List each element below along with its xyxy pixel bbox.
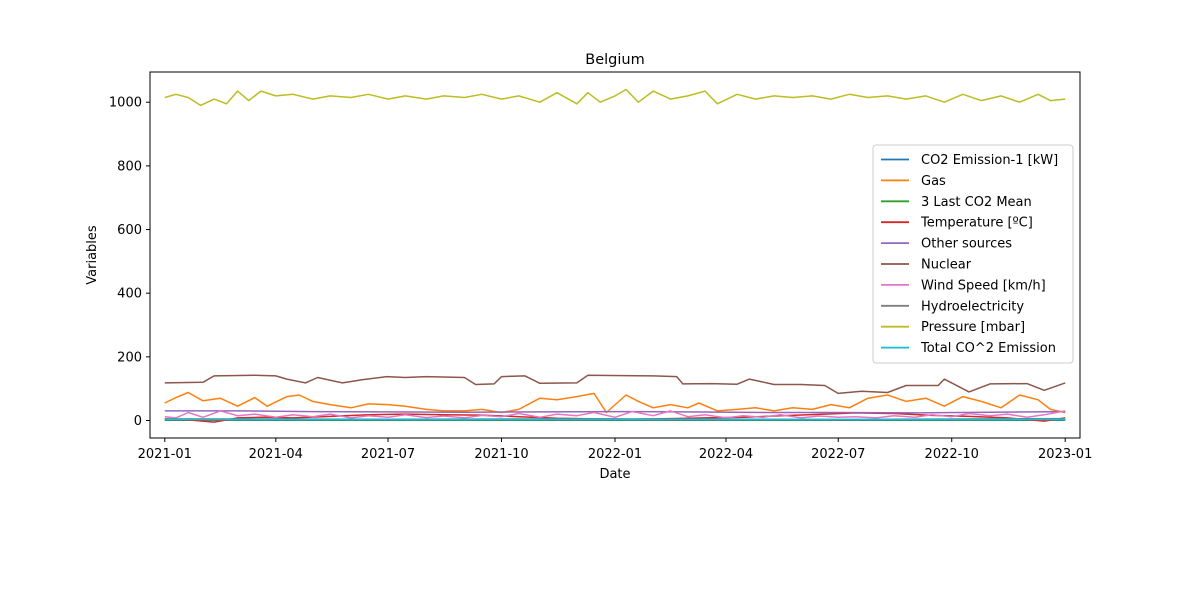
legend-entry-label: Gas	[921, 174, 946, 189]
x-tick-label: 2021-01	[138, 447, 192, 462]
legend-entry-label: CO2 Emission-1 [kW]	[921, 153, 1058, 168]
legend: CO2 Emission-1 [kW] Gas 3 Last CO2 Mean Tem…	[872, 144, 1074, 364]
x-tick-label: 2022-04	[699, 447, 753, 462]
y-axis: 0 200 400 600 800 1000	[109, 96, 150, 429]
x-axis: 2021-01 2021-04 2021-07 2021-10 2022-01 2022-…	[138, 438, 1092, 462]
plot-lines	[164, 88, 1066, 423]
legend-entry-label: 3 Last CO2 Mean	[921, 195, 1032, 210]
y-tick-label: 400	[117, 287, 142, 302]
series-line-6	[164, 410, 1066, 419]
series-line-8	[164, 88, 1066, 107]
legend-entry-label: Hydroelectricity	[921, 299, 1024, 314]
x-tick-label: 2022-10	[925, 447, 979, 462]
y-tick-label: 800	[117, 159, 142, 174]
x-tick-label: 2022-01	[588, 447, 642, 462]
x-tick-label: 2021-10	[474, 447, 528, 462]
legend-box	[872, 144, 1074, 364]
legend-entry-label: Temperature [ºC]	[920, 216, 1033, 231]
y-tick-label: 0	[134, 414, 142, 429]
legend-entry-label: Pressure [mbar]	[921, 320, 1025, 335]
x-tick-label: 2022-07	[811, 447, 865, 462]
legend-entry-label: Total CO^2 Emission	[920, 341, 1056, 356]
x-tick-label: 2021-04	[249, 447, 303, 462]
legend-entry-label: Wind Speed [km/h]	[921, 278, 1046, 293]
legend-entry-label: Nuclear	[921, 258, 972, 273]
x-tick-label: 2023-01	[1038, 447, 1092, 462]
y-tick-label: 1000	[109, 96, 142, 111]
legend-entry-label: Other sources	[921, 237, 1012, 252]
series-line-1	[164, 391, 1066, 414]
x-axis-label: Date	[599, 467, 630, 482]
series-line-5	[164, 374, 1066, 395]
series-line-4	[164, 410, 1066, 414]
y-tick-label: 600	[117, 223, 142, 238]
x-tick-label: 2021-07	[361, 447, 415, 462]
y-tick-label: 200	[117, 350, 142, 365]
y-axis-label: Variables	[85, 225, 100, 285]
chart-title: Belgium	[585, 52, 644, 68]
